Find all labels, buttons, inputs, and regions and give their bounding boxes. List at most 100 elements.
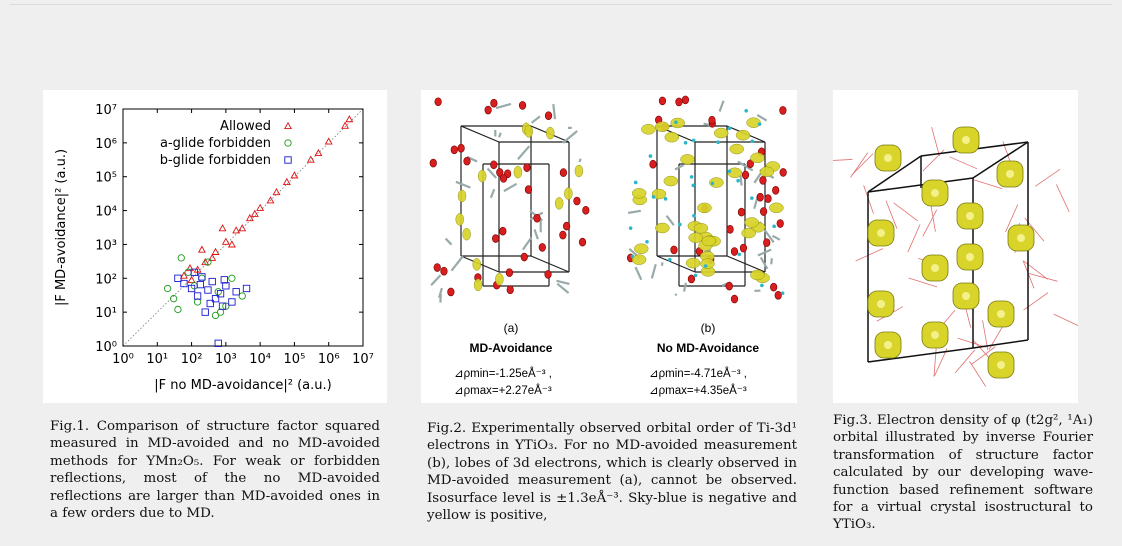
density-lobe-positive [700,258,715,269]
bond-line [934,348,948,376]
figure3-electron-density-render [822,126,1081,387]
data-point-triangle [221,237,230,245]
data-point-square [190,268,198,276]
data-point-triangle [290,171,299,179]
bond [627,209,642,214]
bond-line [954,349,975,374]
density-lobe-positive [663,175,679,187]
bond [450,255,464,272]
figure1-caption: Fig.1. Comparison of structure factor sq… [50,419,380,522]
bond [682,282,687,292]
data-point-circle [238,292,246,300]
oxygen-atom [562,221,571,231]
oxygen-atom [544,111,553,120]
top-divider [10,4,1112,5]
data-point-circle [177,254,185,262]
bond [674,164,685,171]
oxygen-atom [457,143,465,153]
data-point-square [174,274,182,282]
oxygen-atom [524,185,533,194]
oxygen-atom [763,238,771,247]
data-point-triangle [211,247,220,255]
bond-line [855,248,884,262]
density-lobe-positive [746,117,761,128]
oxygen-atom [746,159,754,169]
bond [759,256,769,270]
oxygen-atom [429,158,437,168]
legend-label: a-glide forbidden [160,136,271,151]
oxygen-atom [484,105,492,115]
lobe-highlight [1017,234,1025,242]
data-point-triangle [314,148,323,157]
bond [737,160,754,172]
oxygen-atom [779,106,787,115]
crystal-cell-a [429,97,590,303]
density-lobe-positive [495,273,504,286]
bond [444,237,453,246]
oxygen-atom [675,97,683,107]
bond [503,182,518,193]
density-lobe-negative [651,195,656,199]
bond [718,100,725,112]
x-tick-label: 10⁶ [318,352,340,367]
bond-line [969,361,987,387]
oxygen-atom [730,294,739,304]
density-lobe-positive [693,222,709,234]
cell-edge [530,255,570,273]
oxygen-atom [518,101,527,110]
density-lobe-positive [727,167,743,179]
oxygen-atom [764,194,772,203]
figure2-caption: Fig.2. Experimentally observed orbital o… [427,421,797,524]
bond-line [982,320,989,350]
oxygen-atom [496,168,504,177]
data-point-triangle [282,177,291,185]
data-point-triangle [341,121,350,129]
cell-edge [972,141,1029,179]
legend-marker-triangle [284,121,292,130]
lobe-highlight [877,300,885,308]
bond [770,258,773,265]
y-tick-label: 10⁵ [95,171,117,186]
density-cell [822,126,1081,387]
y-tick-label: 10² [95,272,117,287]
bond [763,229,775,244]
lobe-highlight [884,154,892,162]
data-point-square [242,284,251,293]
lobe-highlight [877,229,885,237]
density-lobe-positive [472,258,482,271]
lobe-highlight [997,361,1005,369]
lobe-highlight [997,310,1005,318]
density-lobe-positive [524,125,534,138]
oxygen-atom [433,263,441,272]
density-lobe-positive [462,227,471,241]
lobe-highlight [966,253,974,261]
bond [634,266,643,281]
bond [556,282,570,294]
bond-line [957,337,987,348]
figure2-panel-b-letter: (b) [700,321,716,335]
data-point-square [180,279,188,288]
bond [486,167,497,179]
bond [772,234,781,241]
bond-line [970,346,996,365]
oxygen-atom [725,281,733,291]
oxygen-atom [499,226,507,236]
figure2-structure-panel: (a) MD-Avoidance ⊿ρmin=-1.25eÅ⁻³ , ⊿ρmax… [421,90,797,403]
density-lobe-positive [759,166,775,178]
density-lobe-negative [630,254,635,259]
oxygen-atom [450,145,458,155]
density-lobe-positive [750,269,765,281]
figure2-panel-b-title: No MD-Avoidance [656,341,760,355]
density-lobe-positive [513,165,523,179]
density-lobe-negative [674,120,678,125]
density-lobe-positive [697,202,712,214]
data-point-triangle [250,209,259,217]
oxygen-atom [708,115,716,125]
oxygen-atom [523,163,531,172]
cell-edge [867,155,922,193]
data-point-triangle [227,240,236,248]
density-lobe-positive [641,124,656,135]
density-lobe-positive [741,227,756,239]
data-point-square [201,308,209,316]
oxygen-atom [578,237,587,247]
